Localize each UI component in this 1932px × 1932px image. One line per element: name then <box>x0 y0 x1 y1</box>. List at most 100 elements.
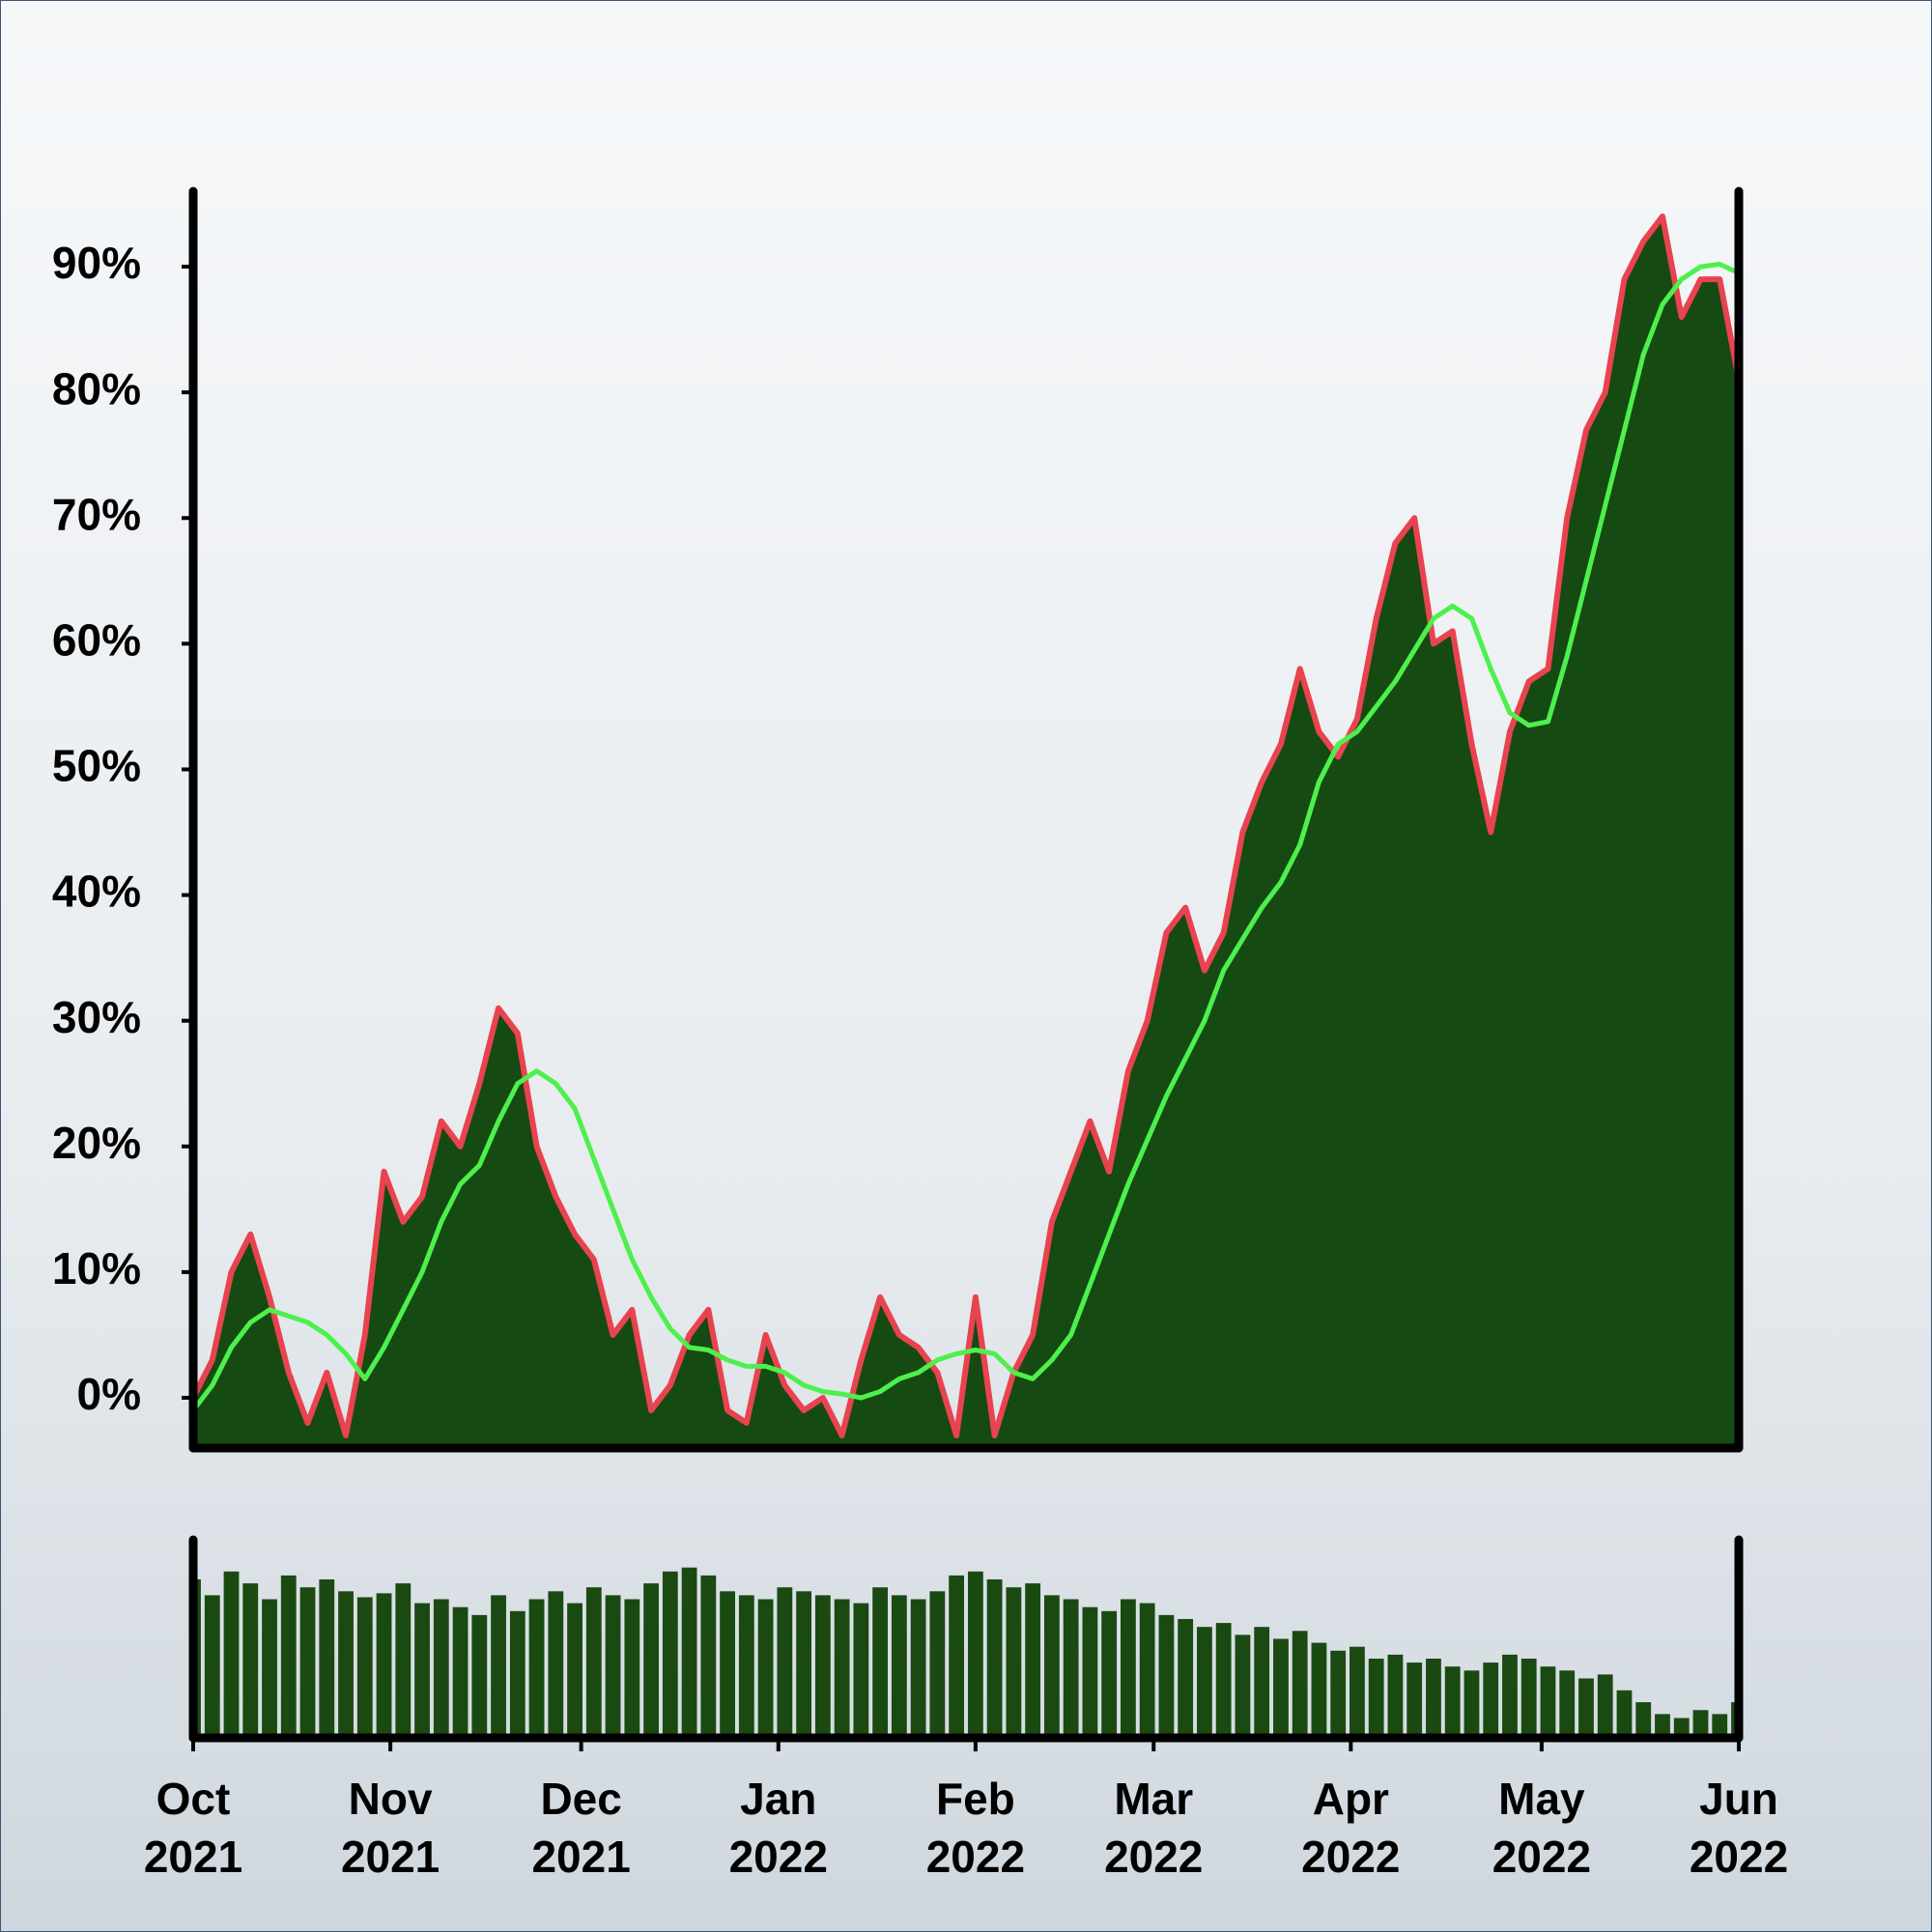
volume-bar <box>197 1579 201 1738</box>
x-tick-label: Mar 2022 <box>1104 1774 1203 1882</box>
volume-bar <box>1655 1714 1670 1738</box>
volume-bar <box>376 1593 392 1738</box>
x-tick-label: Feb 2022 <box>926 1774 1025 1882</box>
volume-bar <box>1368 1659 1384 1738</box>
volume-bar <box>643 1583 659 1738</box>
volume-bar <box>280 1575 297 1738</box>
volume-bar <box>777 1587 793 1738</box>
x-tick-label: Apr 2022 <box>1301 1774 1400 1882</box>
moving-average-line <box>193 262 1739 1412</box>
y-tick-label: 70% <box>52 489 141 539</box>
volume-bar <box>986 1579 1003 1738</box>
volume-bar <box>1139 1603 1155 1738</box>
volume-bar <box>356 1597 373 1738</box>
x-tick-label: Jan 2022 <box>729 1774 828 1882</box>
volume-bar <box>1254 1627 1270 1738</box>
volume-bar <box>891 1595 907 1738</box>
axes: 0% 10% 20% 30% 40% 50% 60% 70% 80% 90% Oct 2021 Nov 2… <box>52 186 1788 1882</box>
volume-bar <box>872 1587 889 1738</box>
y-tick-label: 60% <box>52 615 141 666</box>
y-tick-label: 40% <box>52 867 141 917</box>
volume-bar <box>1540 1666 1556 1738</box>
volume-bar <box>1043 1595 1060 1738</box>
volume-bar <box>1444 1666 1461 1738</box>
volume-bar <box>1235 1634 1251 1738</box>
volume-bar <box>910 1599 926 1738</box>
volume-bar <box>605 1595 621 1738</box>
area-edge-line <box>193 213 1739 1438</box>
volume-bar <box>338 1591 354 1738</box>
volume-bar <box>1406 1662 1423 1738</box>
x-tick-label: Nov 2021 <box>341 1774 440 1882</box>
volume-bar <box>738 1595 754 1738</box>
volume-bar <box>853 1603 869 1738</box>
volume-bar <box>624 1599 640 1738</box>
volume-bar <box>1350 1646 1365 1738</box>
x-tick-label: May 2022 <box>1492 1774 1591 1882</box>
volume-bar <box>1387 1654 1404 1738</box>
volume-bar <box>509 1610 526 1738</box>
volume-bar <box>967 1571 983 1738</box>
y-tick-label: 90% <box>52 238 141 288</box>
volume-bar <box>681 1567 697 1738</box>
volume-bar <box>700 1575 717 1738</box>
volume-bar <box>1025 1583 1041 1738</box>
volume-bar <box>528 1599 545 1738</box>
volume-bar <box>1520 1659 1537 1738</box>
volume-bar <box>585 1587 602 1738</box>
volume-bar <box>491 1595 506 1738</box>
volume-bar <box>757 1599 774 1738</box>
volume-bar <box>223 1571 240 1738</box>
y-tick-label: 20% <box>52 1118 141 1168</box>
volume-bar <box>1463 1670 1480 1738</box>
y-tick-label: 0% <box>77 1369 141 1419</box>
y-tick-label: 30% <box>52 992 141 1042</box>
volume-bar <box>1197 1627 1212 1738</box>
volume-bar <box>1712 1714 1728 1738</box>
volume-bar <box>1063 1599 1079 1738</box>
y-tick-label: 80% <box>52 363 141 413</box>
volume-bar <box>1158 1614 1175 1738</box>
y-tick-label: 50% <box>52 741 141 791</box>
volume-bar <box>1692 1710 1709 1738</box>
volume-bar <box>414 1603 430 1738</box>
volume-bar <box>1101 1610 1118 1738</box>
volume-bar <box>204 1595 220 1738</box>
volume-bar <box>1273 1638 1289 1738</box>
volume-bar <box>1635 1702 1652 1738</box>
volume-bar <box>1311 1642 1327 1738</box>
volume-bar <box>1731 1702 1735 1738</box>
volume-bar <box>1502 1654 1518 1738</box>
price-panel <box>193 213 1739 1448</box>
volume-bar <box>395 1583 412 1738</box>
volume-bar <box>433 1599 449 1738</box>
volume-bar <box>814 1595 831 1738</box>
x-tick-label: Jun 2022 <box>1690 1774 1788 1882</box>
volume-bar <box>452 1606 469 1738</box>
volume-bar <box>662 1571 678 1738</box>
volume-bar <box>1082 1606 1098 1738</box>
volume-bar <box>1215 1623 1232 1738</box>
volume-bar <box>1178 1619 1194 1738</box>
volume-bar <box>1006 1587 1022 1738</box>
volume-bar <box>548 1591 564 1738</box>
volume-bar <box>1330 1650 1347 1738</box>
volume-bar <box>262 1599 277 1738</box>
volume-bar <box>1483 1662 1499 1738</box>
area <box>193 216 1739 1448</box>
volume-bar <box>242 1583 259 1738</box>
volume-bar <box>1426 1659 1441 1738</box>
x-tick-label: Dec 2021 <box>531 1774 630 1882</box>
volume-bar <box>319 1579 335 1738</box>
volume-bar <box>299 1587 316 1738</box>
volume-bar <box>1673 1718 1690 1738</box>
volume-bar <box>1559 1670 1576 1738</box>
volume-bar <box>1597 1674 1613 1738</box>
volume-bar <box>1616 1690 1633 1738</box>
x-tick-label: Oct 2021 <box>144 1774 242 1882</box>
volume-bar <box>796 1591 811 1738</box>
volume-bar <box>471 1614 488 1738</box>
y-tick-label: 10% <box>52 1243 141 1293</box>
volume-bar <box>1578 1678 1594 1738</box>
